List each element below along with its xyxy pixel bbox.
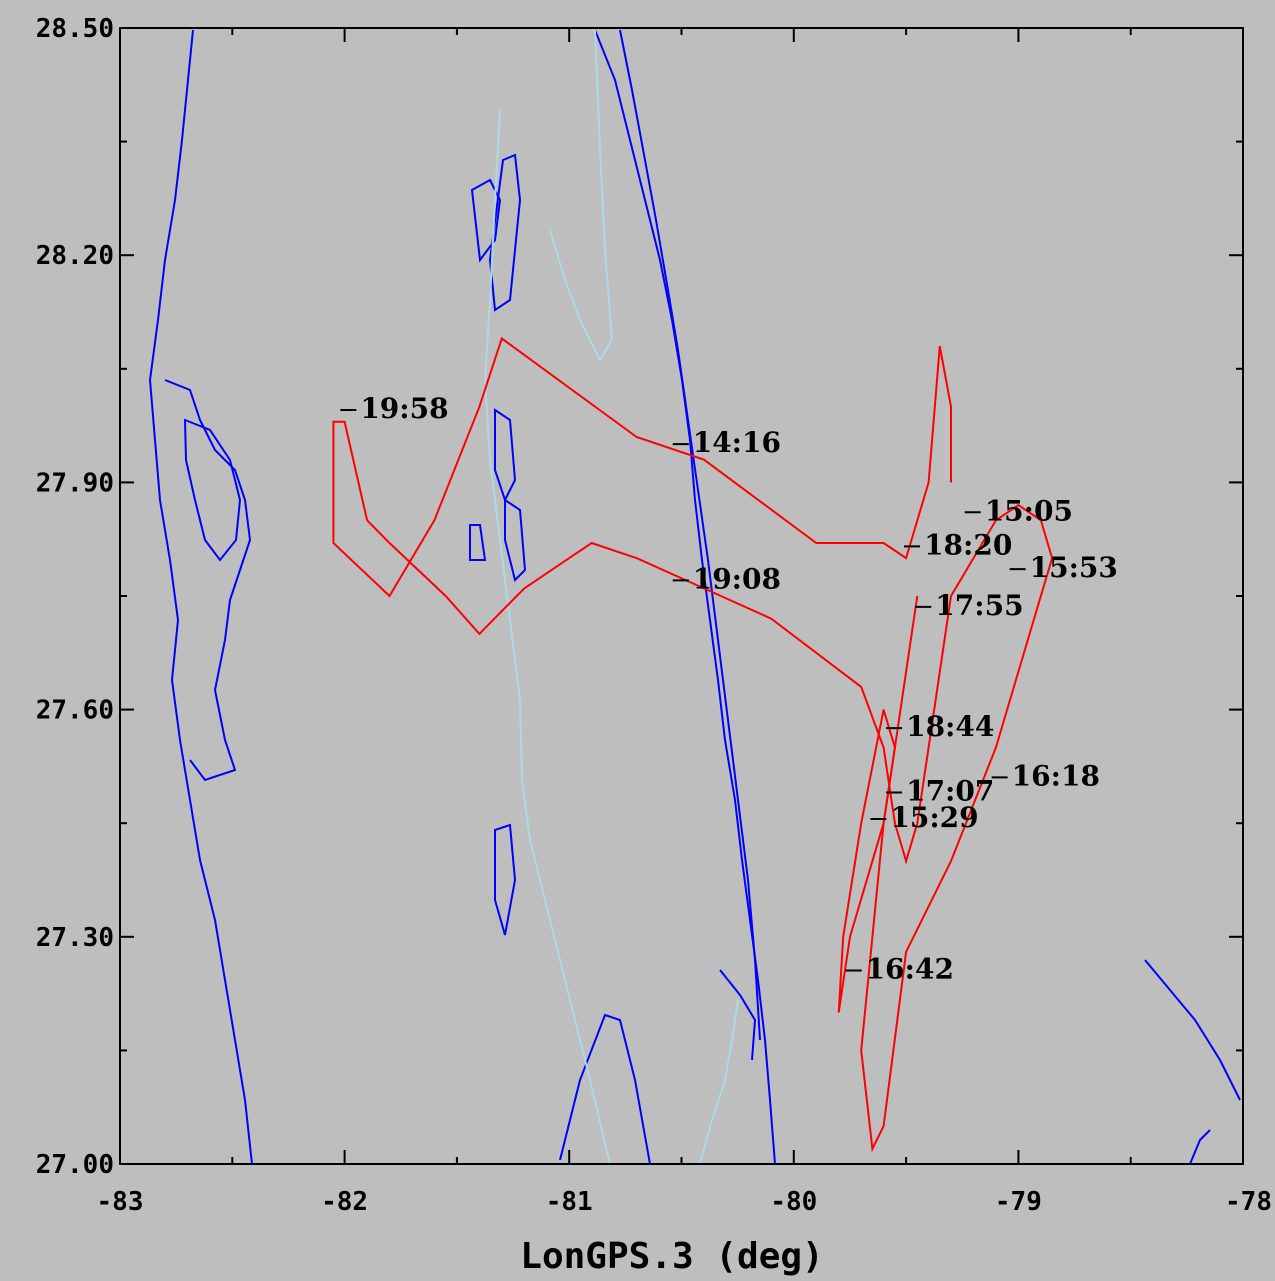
time-annotation: 17:07 [906, 774, 994, 807]
time-annotation: 19:58 [360, 392, 448, 425]
x-tick-label: -82 [321, 1187, 368, 1217]
coastline [719, 969, 757, 1061]
coastline [494, 823, 517, 936]
time-annotation: 14:16 [693, 426, 781, 459]
time-annotation: 16:18 [1012, 759, 1100, 792]
coastline [619, 29, 761, 1041]
time-annotation: 18:20 [924, 528, 1012, 561]
time-annotation: 15:05 [985, 494, 1073, 527]
x-axis-title: LonGPS.3 (deg) [520, 1236, 823, 1277]
coastline [1144, 959, 1241, 1101]
coastline [504, 498, 527, 582]
x-tick-label: -83 [97, 1187, 144, 1217]
coastline [183, 418, 242, 562]
y-tick-label: 28.50 [36, 14, 114, 44]
axes: -83 -82 -81 -80 -79 -78 27.00 27.30 27.60 27.90 28… [36, 14, 1272, 1217]
coastline-layer [148, 29, 1241, 1165]
time-annotation: 18:44 [906, 710, 994, 743]
coastline [699, 999, 739, 1165]
coastline [1189, 1129, 1211, 1165]
flight-track-layer [332, 336, 1054, 1153]
coastline [470, 178, 502, 263]
flight-track [837, 709, 896, 1013]
time-annotation: 15:29 [890, 801, 978, 834]
x-tick-label: -78 [1225, 1187, 1272, 1217]
coastline [494, 408, 517, 503]
coastline [559, 1013, 651, 1165]
time-annotation: 16:42 [866, 952, 954, 985]
y-tick-label: 27.60 [36, 696, 114, 726]
time-annotation: 17:55 [935, 589, 1023, 622]
x-tick-label: -79 [995, 1187, 1042, 1217]
coastline [469, 524, 487, 561]
coastline [164, 379, 252, 782]
y-tick-label: 27.30 [36, 923, 114, 953]
x-tick-label: -81 [546, 1187, 593, 1217]
coastline [488, 153, 522, 312]
time-annotation: 19:08 [693, 562, 781, 595]
coastline [483, 109, 611, 1165]
y-tick-label: 27.00 [36, 1150, 114, 1180]
y-tick-label: 27.90 [36, 468, 114, 498]
y-tick-label: 28.20 [36, 241, 114, 271]
flight-track [332, 336, 1054, 1153]
coastline [549, 29, 614, 363]
time-annotation: 15:53 [1030, 551, 1118, 584]
x-tick-label: -80 [770, 1187, 817, 1217]
coastline [148, 29, 253, 1165]
